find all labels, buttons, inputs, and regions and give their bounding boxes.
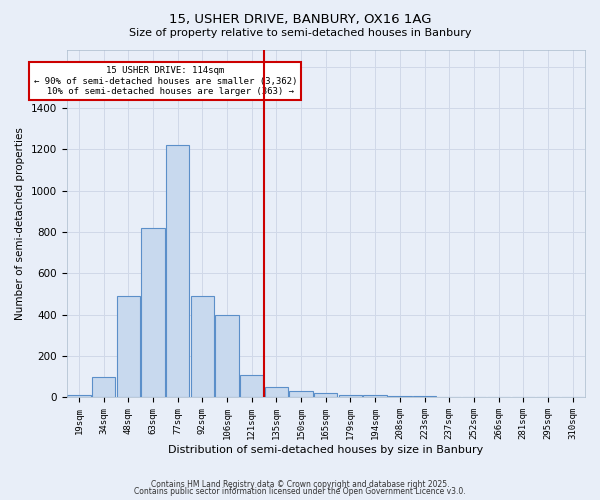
Bar [289, 392, 313, 398]
Bar [141, 228, 164, 398]
Bar [413, 396, 436, 398]
X-axis label: Distribution of semi-detached houses by size in Banbury: Distribution of semi-detached houses by … [168, 445, 484, 455]
Bar [191, 296, 214, 398]
Bar [364, 396, 387, 398]
Y-axis label: Number of semi-detached properties: Number of semi-detached properties [15, 128, 25, 320]
Bar [240, 374, 263, 398]
Bar [166, 145, 190, 398]
Text: 15, USHER DRIVE, BANBURY, OX16 1AG: 15, USHER DRIVE, BANBURY, OX16 1AG [169, 12, 431, 26]
Text: 15 USHER DRIVE: 114sqm
← 90% of semi-detached houses are smaller (3,362)
  10% o: 15 USHER DRIVE: 114sqm ← 90% of semi-det… [34, 66, 297, 96]
Text: Size of property relative to semi-detached houses in Banbury: Size of property relative to semi-detach… [129, 28, 471, 38]
Text: Contains public sector information licensed under the Open Government Licence v3: Contains public sector information licen… [134, 488, 466, 496]
Bar [215, 314, 239, 398]
Bar [116, 296, 140, 398]
Text: Contains HM Land Registry data © Crown copyright and database right 2025.: Contains HM Land Registry data © Crown c… [151, 480, 449, 489]
Bar [67, 396, 91, 398]
Bar [339, 396, 362, 398]
Bar [265, 387, 288, 398]
Bar [388, 396, 412, 398]
Bar [314, 394, 337, 398]
Bar [92, 377, 115, 398]
